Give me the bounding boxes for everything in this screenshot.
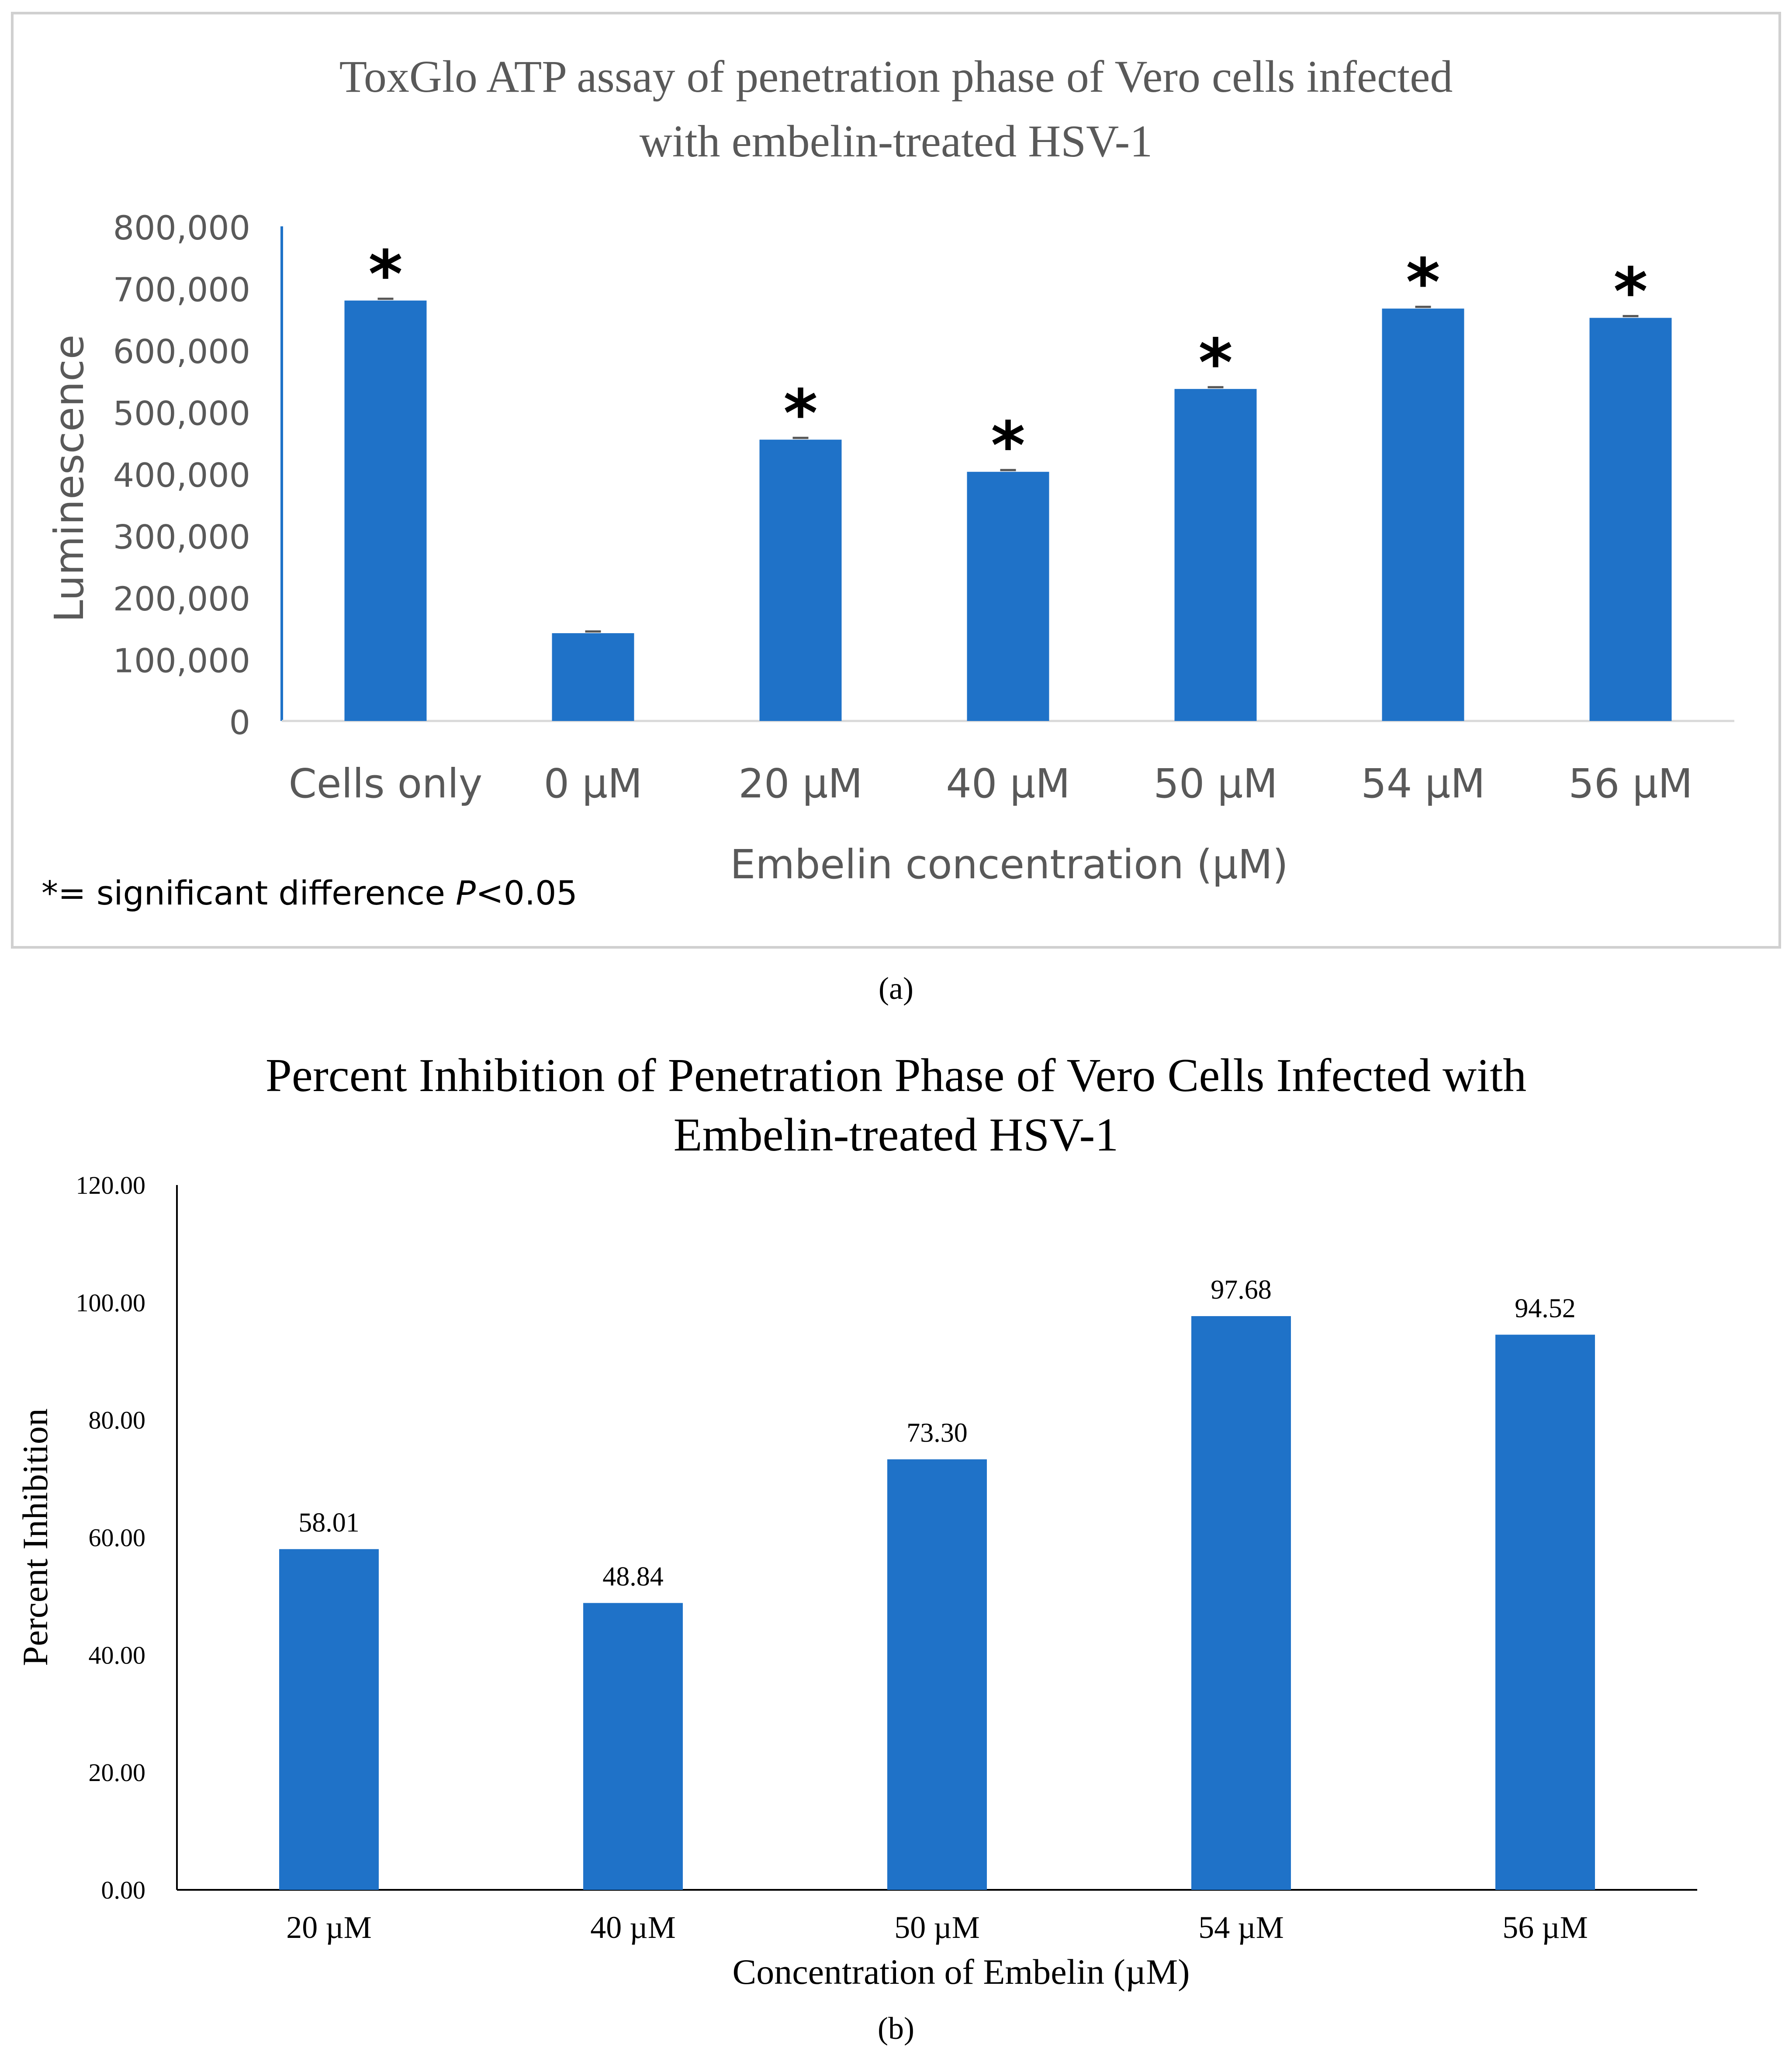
significance-note-italic: P — [456, 873, 476, 912]
chart-a-bar — [344, 300, 427, 721]
chart-a-x-tick-label: 0 µM — [544, 760, 643, 807]
chart-a-x-tick-label: Cells only — [289, 760, 483, 807]
chart-b-y-tick-label: 20.00 — [89, 1758, 146, 1787]
chart-a-significance-marker: * — [1406, 245, 1440, 321]
chart-a-significance-marker: * — [1613, 254, 1647, 330]
chart-b-data-label: 73.30 — [906, 1418, 968, 1448]
chart-a-y-tick-label: 700,000 — [113, 270, 250, 309]
panel-label-b-text: (b) — [878, 2011, 914, 2046]
chart-b-data-label: 48.84 — [602, 1562, 664, 1592]
chart-b-y-axis-label: Percent Inhibition — [15, 1408, 55, 1666]
chart-a-title-line2: with embelin-treated HSV-1 — [640, 116, 1153, 166]
chart-b-y-tick-label: 0.00 — [101, 1876, 146, 1904]
chart-a-x-axis-label: Embelin concentration (µM) — [730, 841, 1288, 888]
chart-a-significance-marker: * — [991, 408, 1025, 484]
panel-label-b: (b) — [878, 2011, 914, 2046]
chart-a-bar — [1382, 308, 1464, 721]
chart-b-bar — [583, 1603, 683, 1890]
chart-a-y-tick-label: 600,000 — [113, 332, 250, 371]
chart-a-significance-marker: * — [783, 376, 817, 452]
chart-b-bar — [279, 1549, 379, 1890]
chart-a-bar — [967, 471, 1049, 721]
chart-a-y-tick-label: 200,000 — [113, 579, 250, 618]
chart-b-y-tick-label: 100.00 — [76, 1289, 146, 1317]
chart-b-y-tick-label: 40.00 — [89, 1641, 146, 1669]
chart-a-x-tick-label: 54 µM — [1361, 760, 1485, 807]
chart-b-data-label: 58.01 — [298, 1508, 360, 1538]
chart-b-data-label: 94.52 — [1515, 1293, 1576, 1323]
significance-note-prefix: *= significant difference — [42, 873, 456, 912]
chart-b-title-line1: Percent Inhibition of Penetration Phase … — [266, 1050, 1526, 1102]
chart-b-x-axis-label: Concentration of Embelin (µM) — [733, 1952, 1190, 1992]
significance-note-suffix: <0.05 — [476, 873, 578, 912]
chart-b-x-tick-label: 56 µM — [1502, 1910, 1588, 1945]
significance-note: *= significant difference P<0.05 — [42, 873, 578, 912]
chart-b-bar — [1495, 1334, 1595, 1890]
chart-b-x-tick-label: 50 µM — [894, 1910, 980, 1945]
chart-a-y-tick-label: 400,000 — [113, 456, 250, 495]
chart-a-x-tick-label: 50 µM — [1153, 760, 1277, 807]
chart-a-significance-marker: * — [1198, 325, 1232, 401]
chart-b-data-label: 97.68 — [1211, 1275, 1272, 1305]
chart-a-x-tick-label: 20 µM — [738, 760, 862, 807]
chart-b-bar — [887, 1459, 987, 1890]
chart-a-bar — [552, 633, 634, 721]
chart-a-frame — [11, 12, 1781, 949]
chart-a-y-tick-label: 0 — [229, 703, 250, 742]
panel-label-a: (a) — [879, 971, 913, 1006]
chart-a-x-tick-label: 56 µM — [1568, 760, 1692, 807]
chart-a-y-tick-label: 100,000 — [113, 641, 250, 680]
chart-a-y-tick-label: 500,000 — [113, 394, 250, 433]
chart-a-significance-marker: * — [368, 237, 402, 313]
chart-b-x-tick-label: 40 µM — [590, 1910, 676, 1945]
panel-label-a-text: (a) — [879, 971, 913, 1006]
chart-a-y-tick-label: 800,000 — [113, 208, 250, 247]
chart-a-bar — [1589, 318, 1672, 721]
chart-a-y-axis-label: Luminescence — [46, 335, 93, 623]
chart-b-y-tick-label: 60.00 — [89, 1524, 146, 1552]
chart-a-x-tick-label: 40 µM — [946, 760, 1070, 807]
chart-a-bar — [759, 440, 842, 721]
chart-a-bar — [1174, 389, 1257, 721]
chart-b-y-tick-label: 120.00 — [76, 1171, 146, 1199]
chart-b-bar — [1191, 1316, 1291, 1890]
chart-a: 0 100,000 200,000 300,000 400,000 500,000 600,… — [113, 208, 1734, 807]
chart-b-y-tick-label: 80.00 — [89, 1406, 146, 1435]
chart-a-y-tick-label: 300,000 — [113, 518, 250, 557]
chart-b: 0.00 20.00 40.00 60.00 80.00 100.00 120.00 58.0… — [76, 1171, 1697, 1945]
chart-b-x-tick-label: 20 µM — [286, 1910, 372, 1945]
chart-b-title-line2: Embelin-treated HSV-1 — [674, 1109, 1119, 1161]
chart-a-title-line1: ToxGlo ATP assay of penetration phase of… — [339, 52, 1453, 102]
chart-b-x-tick-label: 54 µM — [1198, 1910, 1284, 1945]
